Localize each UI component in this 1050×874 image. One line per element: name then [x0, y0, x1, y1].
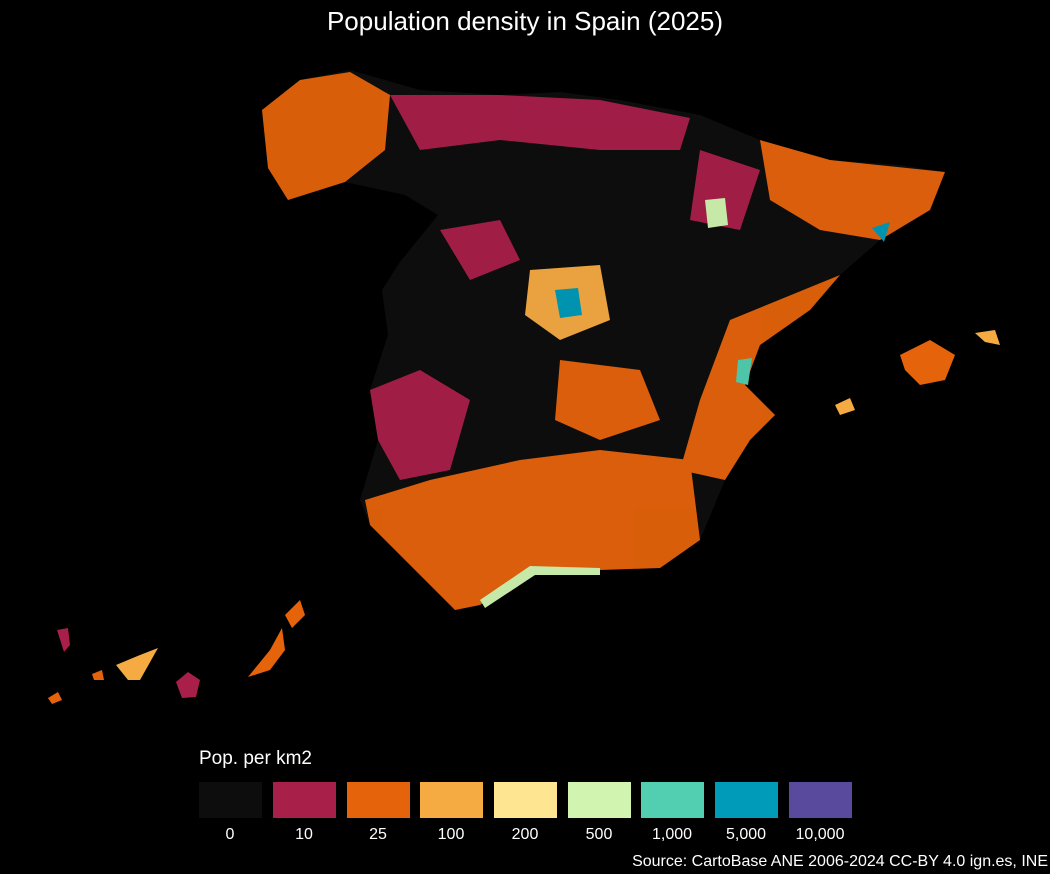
legend-label: 10 — [295, 826, 313, 843]
la-gomera — [92, 670, 104, 680]
map-title: Population density in Spain (2025) — [326, 6, 724, 36]
fuerteventura — [248, 628, 285, 677]
castile-patch — [440, 220, 520, 280]
zaragoza-patch — [705, 198, 728, 228]
el-hierro — [48, 692, 62, 704]
tenerife — [116, 648, 158, 680]
north-coast-region — [390, 95, 690, 150]
legend-label: 100 — [437, 826, 465, 843]
extremadura-region — [370, 370, 470, 480]
legend-swatch-10 — [273, 782, 336, 818]
legend-label: 5,000 — [725, 826, 767, 843]
legend-label: 1,000 — [651, 826, 693, 843]
la-palma — [57, 628, 70, 652]
la-mancha-region — [555, 360, 660, 440]
legend-swatch-25 — [347, 782, 410, 818]
valencia-urban — [736, 358, 752, 385]
madrid-urban — [555, 288, 582, 318]
gran-canaria — [176, 672, 200, 698]
east-coast-region — [680, 275, 840, 480]
legend-swatch-0 — [199, 782, 262, 818]
menorca — [975, 330, 1000, 345]
source-caption: Source: CartoBase ANE 2006-2024 CC-BY 4.… — [632, 853, 1048, 870]
legend-swatch-10000 — [789, 782, 852, 818]
andalusia-region — [365, 450, 700, 610]
legend-label: 0 — [225, 826, 235, 843]
legend-swatch-5000 — [715, 782, 778, 818]
legend-label: 200 — [511, 826, 539, 843]
legend-swatch-100 — [420, 782, 483, 818]
legend-label: 500 — [585, 826, 613, 843]
legend-label: 25 — [369, 826, 387, 843]
density-patches — [262, 72, 945, 610]
legend-label: 10,000 — [795, 826, 845, 843]
ibiza — [835, 398, 855, 415]
balearic-islands — [835, 330, 1000, 415]
catalonia-region — [760, 140, 945, 240]
legend-swatch-500 — [568, 782, 631, 818]
canary-islands — [48, 600, 305, 704]
legend-swatch-200 — [494, 782, 557, 818]
legend-title: Pop. per km2 — [199, 748, 312, 769]
south-coast-strip — [480, 566, 600, 608]
mallorca — [900, 340, 955, 385]
legend-swatch-1000 — [641, 782, 704, 818]
galicia-region — [262, 72, 390, 200]
barcelona-urban — [872, 222, 890, 242]
lanzarote — [285, 600, 305, 628]
mainland-spain — [262, 70, 945, 610]
